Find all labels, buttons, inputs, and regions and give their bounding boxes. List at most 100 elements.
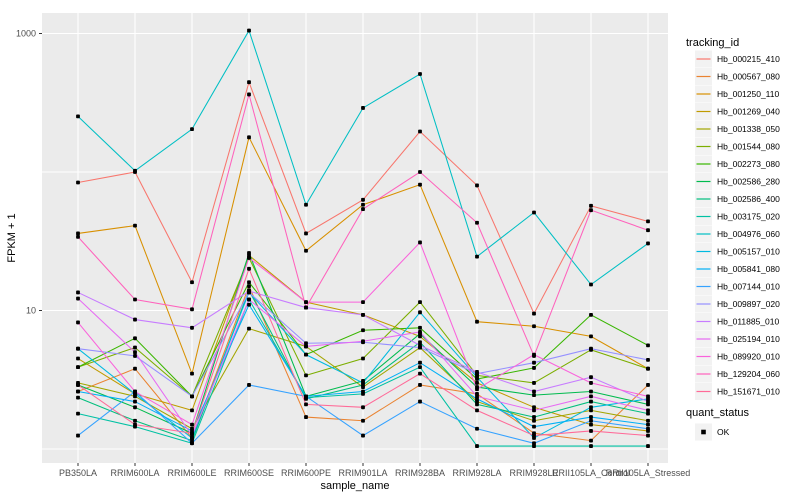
legend-entry: Hb_004976_060 — [695, 225, 780, 243]
data-point — [133, 422, 137, 427]
legend-entry-label: Hb_002586_280 — [717, 177, 780, 187]
data-point — [475, 319, 479, 324]
data-point — [532, 441, 536, 446]
data-point — [589, 203, 593, 208]
data-point — [190, 441, 194, 446]
legend-entry: Hb_000215_410 — [695, 50, 780, 68]
legend-entry-label: Hb_001338_050 — [717, 124, 780, 134]
data-point — [247, 280, 251, 285]
x-tick-label: RRIM600LE — [167, 468, 216, 478]
data-point — [133, 405, 137, 410]
legend-entry: Hb_011885_010 — [695, 313, 780, 330]
data-point — [418, 330, 422, 334]
data-point — [589, 405, 593, 410]
data-point — [475, 426, 479, 431]
data-point — [304, 394, 308, 399]
legend-entry-label: Hb_002586_400 — [717, 194, 780, 204]
data-point — [646, 241, 650, 246]
data-point — [133, 317, 137, 322]
x-axis: PB350LA RRIM600LA RRIM600LE RRIM600SE RRIM60… — [59, 463, 690, 478]
legend-entry: Hb_002586_280 — [695, 173, 780, 190]
legend-entry-label: Hb_005841_080 — [717, 264, 780, 274]
data-points — [76, 28, 650, 448]
data-point — [589, 444, 593, 448]
panel-background — [42, 13, 668, 463]
data-point — [190, 307, 194, 312]
data-point — [76, 411, 80, 416]
data-point — [418, 310, 422, 315]
data-point — [304, 231, 308, 236]
data-point — [418, 371, 422, 376]
data-point — [304, 373, 308, 378]
data-point — [304, 248, 308, 253]
data-point — [589, 394, 593, 399]
legend-entry: Hb_001250_110 — [695, 85, 780, 103]
data-point — [133, 297, 137, 302]
data-point — [532, 311, 536, 316]
data-point — [76, 433, 80, 438]
legend-entry-label: Hb_025194_010 — [717, 334, 780, 344]
data-point — [646, 219, 650, 224]
data-point — [646, 399, 650, 404]
data-point — [361, 381, 365, 385]
data-point — [76, 365, 80, 370]
data-point — [76, 346, 80, 351]
data-point — [532, 381, 536, 385]
legend-entry: Hb_089920_010 — [695, 348, 780, 365]
legend-entry-label: Hb_005157_010 — [717, 247, 780, 257]
y-axis: 10 1000 — [16, 29, 42, 316]
data-point — [247, 326, 251, 331]
legend-entry: Hb_005841_080 — [695, 260, 780, 278]
data-point — [532, 415, 536, 419]
data-point — [646, 408, 650, 413]
data-point — [247, 80, 251, 85]
data-point — [133, 389, 137, 394]
y-tick-label: 10 — [26, 306, 36, 316]
y-axis-title: FPKM + 1 — [6, 213, 18, 262]
data-point — [361, 418, 365, 423]
data-point — [418, 360, 422, 365]
data-point — [646, 366, 650, 371]
legend-title-quant-status: quant_status — [686, 407, 749, 419]
data-point — [247, 92, 251, 97]
data-point — [418, 365, 422, 370]
data-point — [247, 289, 251, 294]
legend-entry: Hb_025194_010 — [695, 330, 780, 348]
data-point — [475, 394, 479, 399]
data-point — [76, 389, 80, 394]
data-point — [190, 280, 194, 285]
data-point — [247, 297, 251, 302]
data-point — [532, 408, 536, 413]
legend-entry-label: Hb_089920_010 — [717, 352, 780, 362]
data-point — [190, 394, 194, 399]
data-point — [589, 399, 593, 404]
data-point — [361, 339, 365, 344]
y-tick-label: 1000 — [16, 29, 36, 39]
data-point — [532, 324, 536, 329]
data-point — [76, 234, 80, 239]
legend-entry: Hb_001544_080 — [695, 138, 780, 155]
legend-point-swatch — [701, 429, 706, 435]
legend-title-tracking-id: tracking_id — [686, 37, 739, 49]
legend-entry-label: Hb_003175_020 — [717, 212, 780, 222]
data-point — [532, 366, 536, 370]
legend-entries: Hb_000215_410 Hb_000567_080 Hb_001250_110 H… — [695, 50, 780, 400]
data-point — [76, 180, 80, 185]
data-point — [304, 415, 308, 419]
legend-entry-label: Hb_000567_080 — [717, 72, 780, 82]
data-point — [361, 207, 365, 211]
data-point — [475, 183, 479, 188]
data-point — [589, 389, 593, 394]
data-point — [247, 135, 251, 140]
data-point — [646, 394, 650, 399]
legend-entry: Hb_001269_040 — [695, 103, 780, 120]
legend-entry: Hb_005157_010 — [695, 243, 780, 260]
data-point — [76, 231, 80, 236]
data-point — [304, 202, 308, 207]
legend-entry-label: Hb_004976_060 — [717, 229, 780, 239]
data-point — [532, 418, 536, 423]
legend-quant-entries: OK — [695, 423, 730, 441]
legend-entry: Hb_007144_010 — [695, 278, 780, 295]
data-point — [418, 383, 422, 387]
